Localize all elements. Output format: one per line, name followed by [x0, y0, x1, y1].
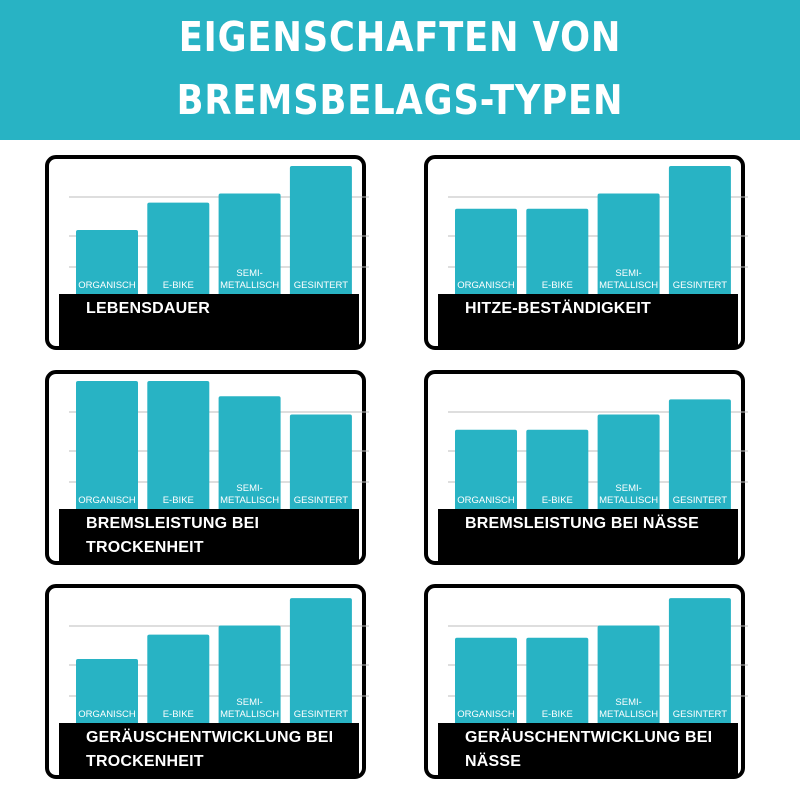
bar	[289, 414, 352, 509]
bar-chart: ORGANISCH E-BIKE SEMI-METALLISCH GESINTERT	[448, 399, 748, 509]
chart-caption: BREMSLEISTUNG BEI NÄSSE	[438, 509, 738, 561]
category-label: SEMI-	[236, 483, 262, 494]
category-label: E-BIKE	[542, 709, 573, 720]
bar	[668, 399, 731, 509]
chart-caption: GERÄUSCHENTWICKLUNG BEI TROCKENHEIT	[59, 723, 359, 775]
category-label: ORGANISCH	[457, 280, 515, 291]
category-label: METALLISCH	[220, 280, 279, 291]
bar	[526, 208, 589, 294]
category-label: ORGANISCH	[78, 280, 136, 291]
chart-panel-geraeusch-naesse: ORGANISCH E-BIKE SEMI- METALLISCH GESINTERT …	[424, 584, 748, 779]
category-label: SEMI-	[615, 483, 641, 494]
chart-plot-area: ORGANISCH E-BIKE SEMI- METALLISCH GESINTERT	[69, 378, 369, 509]
page-title-line-1: EIGENSCHAFTEN VON	[178, 13, 622, 61]
bar	[668, 598, 731, 723]
bar	[668, 166, 731, 294]
chart-panel-lebensdauer: ORGANISCH E-BIKE SEMI- METALLISCH GESINTERT …	[45, 155, 369, 350]
category-label: ORGANISCH	[78, 709, 136, 720]
bar	[218, 396, 281, 509]
category-label: E-BIKE	[163, 709, 194, 720]
category-label: GESINTERT	[294, 280, 348, 291]
chart-plot-area: ORGANISCH E-BIKE SEMI- METALLISCH GESINTERT	[448, 592, 748, 723]
category-label: METALLISCH	[599, 495, 658, 506]
page-title-line-2: BREMSBELAGS-TYPEN	[176, 76, 624, 124]
bar	[526, 429, 589, 509]
bar	[597, 625, 660, 723]
category-label: METALLISCH	[599, 709, 658, 720]
bar-chart: ORGANISCH E-BIKE SEMI-METALLISCH GESINTERT	[448, 166, 748, 294]
chart-plot-area: ORGANISCH E-BIKE SEMI- METALLISCH GESINTERT	[69, 592, 369, 723]
chart-caption: BREMSLEISTUNG BEI TROCKENHEIT	[59, 509, 359, 561]
category-label: GESINTERT	[673, 709, 727, 720]
chart-panel-hitze-bestaendigkeit: ORGANISCH E-BIKE SEMI- METALLISCH GESINTERT …	[424, 155, 748, 350]
bar	[147, 202, 210, 294]
chart-caption: LEBENSDAUER	[59, 294, 359, 346]
bar	[147, 634, 210, 723]
category-label: METALLISCH	[220, 495, 279, 506]
header-banner: EIGENSCHAFTEN VON BREMSBELAGS-TYPEN	[0, 0, 800, 140]
category-label: METALLISCH	[599, 280, 658, 291]
bar	[526, 637, 589, 723]
bar	[76, 381, 138, 509]
category-label: GESINTERT	[294, 495, 348, 506]
category-label: SEMI-	[615, 268, 641, 279]
bar	[597, 193, 660, 294]
category-label: ORGANISCH	[457, 709, 515, 720]
category-label: GESINTERT	[673, 280, 727, 291]
chart-plot-area: ORGANISCH E-BIKE SEMI- METALLISCH GESINTERT	[448, 378, 748, 509]
category-label: SEMI-	[236, 697, 262, 708]
chart-panel-bremsleistung-trocken: ORGANISCH E-BIKE SEMI- METALLISCH GESINTERT …	[45, 370, 369, 565]
category-label: E-BIKE	[163, 280, 194, 291]
bar	[455, 637, 517, 723]
chart-plot-area: ORGANISCH E-BIKE SEMI- METALLISCH GESINTERT	[69, 163, 369, 294]
bar-chart: ORGANISCH E-BIKE SEMI-METALLISCH GESINTERT	[69, 166, 369, 294]
bar-chart: ORGANISCH E-BIKE SEMI-METALLISCH GESINTERT	[69, 598, 369, 723]
category-label: SEMI-	[615, 697, 641, 708]
bar	[218, 625, 281, 723]
bar	[76, 230, 138, 294]
category-label: GESINTERT	[673, 495, 727, 506]
category-label: E-BIKE	[542, 280, 573, 291]
category-label: SEMI-	[236, 268, 262, 279]
chart-caption: GERÄUSCHENTWICKLUNG BEI NÄSSE	[438, 723, 738, 775]
bar	[147, 381, 210, 509]
bar-chart: ORGANISCH E-BIKE SEMI-METALLISCH GESINTERT	[448, 598, 748, 723]
category-label: ORGANISCH	[78, 495, 136, 506]
category-label: E-BIKE	[163, 495, 194, 506]
bar	[76, 659, 138, 723]
chart-caption: HITZE-BESTÄNDIGKEIT	[438, 294, 738, 346]
bar	[218, 193, 281, 294]
bar	[455, 208, 517, 294]
bar	[289, 598, 352, 723]
category-label: E-BIKE	[542, 495, 573, 506]
chart-plot-area: ORGANISCH E-BIKE SEMI- METALLISCH GESINTERT	[448, 163, 748, 294]
bar	[455, 429, 517, 509]
bar	[597, 414, 660, 509]
chart-panel-bremsleistung-naesse: ORGANISCH E-BIKE SEMI- METALLISCH GESINTERT …	[424, 370, 748, 565]
category-label: METALLISCH	[220, 709, 279, 720]
category-label: ORGANISCH	[457, 495, 515, 506]
bar-chart: ORGANISCH E-BIKE SEMI-METALLISCH GESINTERT	[69, 381, 369, 509]
category-label: GESINTERT	[294, 709, 348, 720]
chart-panel-geraeusch-trocken: ORGANISCH E-BIKE SEMI- METALLISCH GESINTERT …	[45, 584, 369, 779]
bar	[289, 166, 352, 294]
